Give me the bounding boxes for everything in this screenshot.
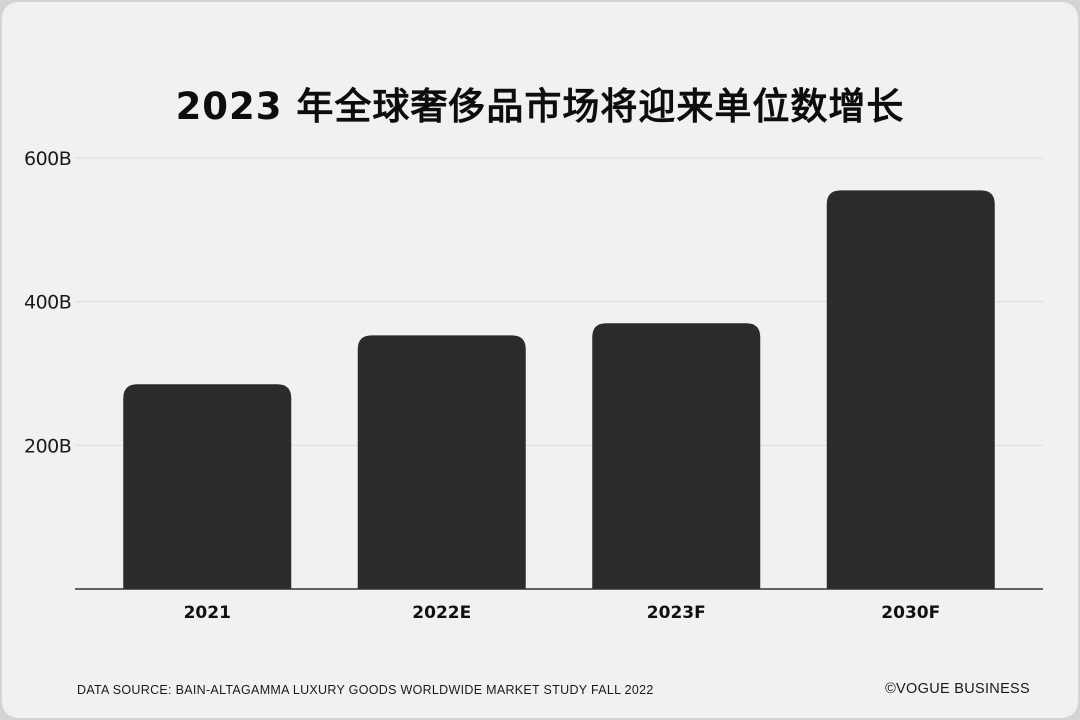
bar [123, 384, 292, 589]
y-tick-label: 200B [24, 435, 71, 457]
x-tick-label: 2030F [881, 603, 940, 623]
brand-credit: ©VOGUE BUSINESS [885, 681, 1030, 697]
data-source-note: DATA SOURCE: BAIN-ALTAGAMMA LUXURY GOODS… [77, 683, 654, 697]
chart-title: 2023 年全球奢侈品市场将迎来单位数增长 [175, 85, 905, 128]
x-tick-label: 2022E [412, 603, 471, 623]
x-tick-label: 2021 [184, 603, 231, 623]
x-tick-label: 2023F [647, 603, 706, 623]
y-tick-label: 400B [24, 292, 71, 314]
bar [826, 190, 995, 589]
bar [592, 323, 761, 589]
bar [357, 335, 526, 589]
y-tick-label: 600B [24, 148, 71, 170]
